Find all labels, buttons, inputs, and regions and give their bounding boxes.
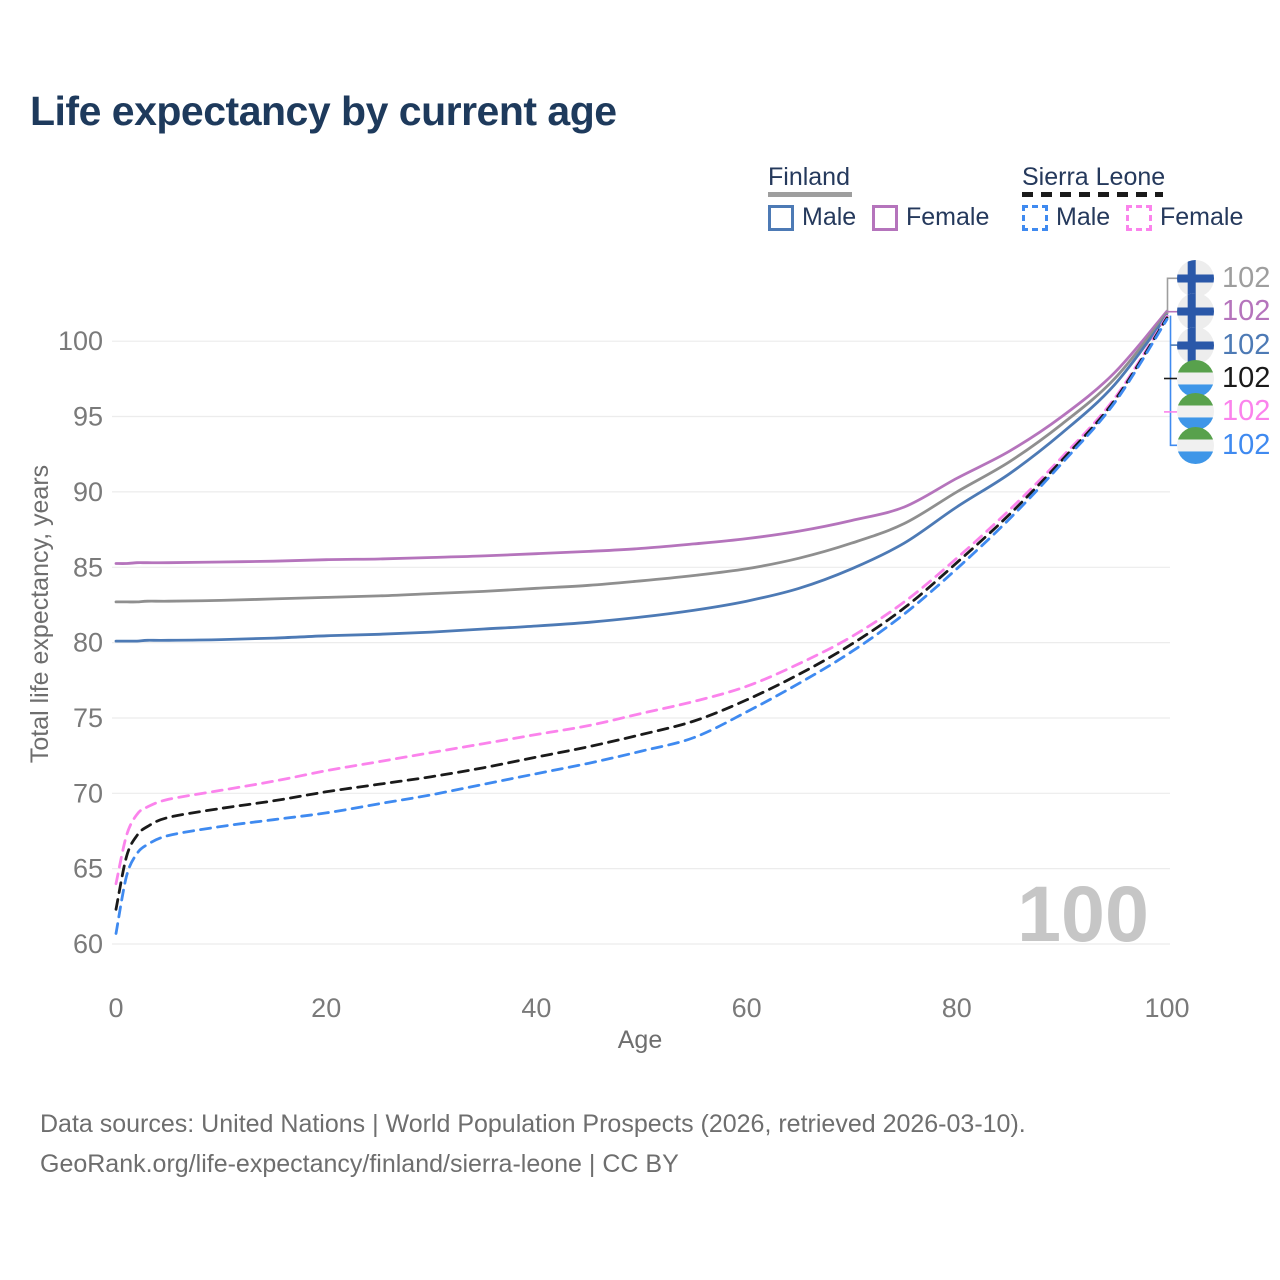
y-axis-tick-labels: 60 65 70 75 80 85 90 95 100 [58, 326, 103, 959]
series-line-finland-female[interactable] [114, 309, 1169, 565]
svg-text:0: 0 [108, 993, 123, 1023]
legend-item-sierra-leone-male[interactable]: Male [1022, 203, 1110, 232]
legend-item-label: Female [906, 203, 990, 231]
series-line-sierra-leone-total[interactable] [114, 316, 1169, 911]
finland-flag-icon [1177, 259, 1214, 297]
series-line-finland-total[interactable] [114, 311, 1169, 604]
end-label-value: 102 [1222, 362, 1271, 394]
end-label-value: 102 [1222, 428, 1271, 461]
y-axis-title: Total life expectancy, years [26, 465, 54, 763]
svg-text:65: 65 [73, 854, 103, 884]
sierra-leone-flag-icon [1177, 360, 1214, 397]
series-line-finland-male[interactable] [114, 314, 1169, 643]
end-label-leader-lines [1164, 277, 1177, 447]
finland-flag-icon [1177, 293, 1214, 331]
end-label-value: 102 [1222, 328, 1271, 361]
svg-text:85: 85 [73, 552, 103, 582]
svg-text:20: 20 [311, 993, 341, 1023]
end-label-finland-male[interactable]: 102 [1177, 326, 1271, 364]
legend-group-sierra-leone-underline [1022, 192, 1163, 197]
finland-flag-icon [1177, 326, 1214, 364]
series-line-sierra-leone-female[interactable] [114, 314, 1169, 886]
end-label-value: 102 [1222, 395, 1271, 428]
dashed-line-swatch-icon [1126, 204, 1152, 231]
page-title: Life expectancy by current age [30, 88, 617, 134]
solid-line-swatch-icon [768, 204, 794, 231]
x-axis-tick-labels: 0 20 40 60 80 100 [108, 993, 1189, 1023]
end-label-value: 102 [1222, 295, 1271, 328]
svg-text:100: 100 [1144, 993, 1189, 1023]
legend-group-sierra-leone-title: Sierra Leone [1022, 163, 1166, 191]
end-label-value: 102 [1222, 261, 1271, 294]
svg-text:90: 90 [73, 477, 103, 507]
legend-item-label: Female [1160, 203, 1244, 231]
legend-item-label: Male [1056, 203, 1111, 231]
legend-group-finland-underline [768, 192, 852, 197]
end-label-sierra-leone-male[interactable]: 102 [1177, 426, 1271, 464]
svg-text:70: 70 [73, 778, 103, 808]
footer-data-sources: Data sources: United Nations | World Pop… [40, 1110, 1026, 1138]
end-label-sierra-leone-total[interactable]: 102 [1177, 360, 1270, 397]
series-line-sierra-leone-male[interactable] [114, 317, 1169, 935]
legend-item-finland-male[interactable]: Male [768, 203, 856, 232]
svg-text:40: 40 [521, 993, 551, 1023]
svg-text:60: 60 [73, 929, 103, 959]
footer-attribution: GeoRank.org/life-expectancy/finland/sier… [40, 1150, 679, 1178]
hover-age-watermark: 100 [1017, 869, 1149, 958]
x-axis-title: Age [618, 1026, 662, 1054]
svg-text:100: 100 [58, 326, 103, 356]
end-label-sierra-leone-female[interactable]: 102 [1177, 393, 1271, 431]
dashed-line-swatch-icon [1022, 204, 1048, 231]
sierra-leone-flag-icon [1177, 426, 1214, 464]
svg-text:80: 80 [942, 993, 972, 1023]
svg-text:80: 80 [73, 628, 103, 658]
grid-lines [112, 340, 1170, 945]
sierra-leone-flag-icon [1177, 393, 1214, 431]
legend-item-label: Male [802, 203, 857, 231]
svg-text:60: 60 [732, 993, 762, 1023]
legend-item-finland-female[interactable]: Female [872, 203, 989, 232]
end-label-finland-female[interactable]: 102 [1177, 293, 1271, 331]
svg-text:95: 95 [73, 402, 103, 432]
svg-text:75: 75 [73, 703, 103, 733]
solid-line-swatch-icon [872, 204, 898, 231]
end-label-finland-total[interactable]: 102 [1177, 259, 1271, 297]
legend-group-finland-title: Finland [768, 163, 850, 191]
legend-item-sierra-leone-female[interactable]: Female [1126, 203, 1243, 232]
series-lines [114, 309, 1169, 935]
